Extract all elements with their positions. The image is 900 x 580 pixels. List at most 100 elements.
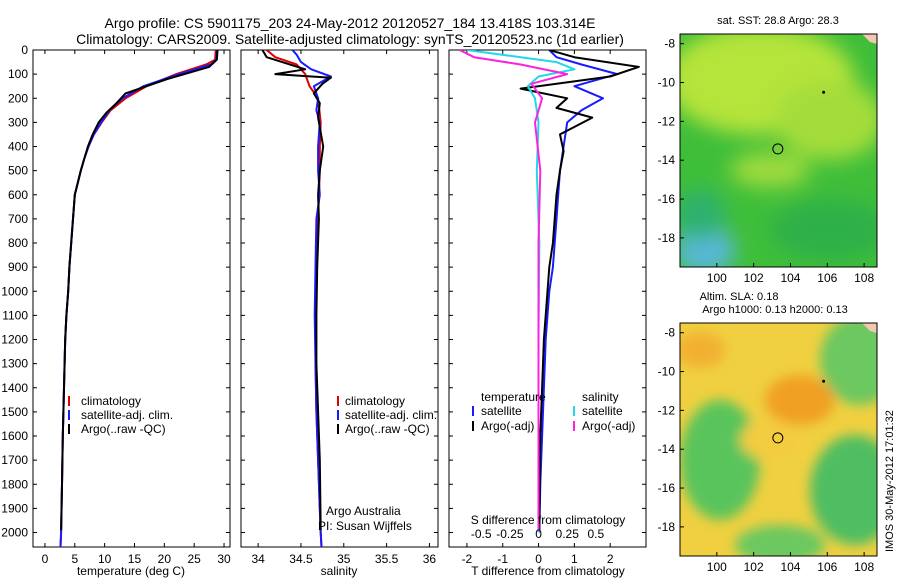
lon-tick-label: 106 (817, 271, 837, 285)
difference-legend: temperature salinity satellite Argo(-adj… (472, 390, 635, 433)
sal-legend-label-argo: Argo(..raw -QC) (345, 422, 430, 436)
temperature-legend: climatology satellite-adj. clim. Argo(..… (68, 394, 173, 436)
sst-cool-blob-west (680, 190, 725, 240)
credit-line1: Argo Australia (326, 504, 401, 518)
series-line-s-argo-adj (459, 50, 569, 531)
depth-tick-label: 1200 (1, 333, 28, 347)
x-tick-label: 15 (128, 552, 142, 566)
sla-blobs (680, 323, 877, 556)
x-tick-label: 35.5 (375, 552, 399, 566)
series-line-satellite-adj-clim (291, 50, 332, 547)
sla-map-frame (679, 322, 878, 557)
x-tick-label: 1 (571, 552, 578, 566)
salinity-profile-lines (261, 50, 332, 547)
sla-green-blob-southeast (810, 435, 877, 545)
temperature-axes-frame (32, 49, 231, 548)
sst-cool-blob-southeast (770, 200, 877, 260)
sla-orange-blob (765, 375, 835, 425)
salinity-legend: climatology satellite-adj. clim. Argo(..… (337, 394, 437, 436)
x-tick-label: 5 (71, 552, 78, 566)
lon-tick-label: 108 (854, 271, 874, 285)
s-diff-tick-label: -0.25 (496, 527, 524, 541)
salinity-difference-ticks: -0.5 -0.25 0 0.25 0.5 (471, 527, 605, 541)
sst-previous-position-marker (822, 90, 826, 94)
salinity-axes-frame (240, 49, 439, 548)
x-tick-label: 10 (98, 552, 112, 566)
depth-tick-label: 1900 (1, 501, 28, 515)
x-tick-label: 34.5 (289, 552, 313, 566)
diff-legend-label-s-satellite: satellite (582, 404, 623, 418)
sla-map: Altim. SLA: 0.18 Argo h1000: 0.13 h2000:… (658, 291, 878, 574)
sst-map-frame (679, 33, 878, 268)
depth-tick-label: 1500 (1, 405, 28, 419)
legend-temperature-heading: temperature (481, 390, 546, 404)
difference-panel: -2 -1 0 1 2 T difference from climatology S … (448, 49, 647, 578)
lat-tick-label: -16 (658, 192, 676, 206)
depth-tick-label: 200 (8, 91, 28, 105)
depth-tick-label: 1300 (1, 357, 28, 371)
lat-tick-label: -12 (658, 403, 676, 417)
sla-yellow-blob-central (740, 420, 800, 460)
sla-green-blob-northeast (820, 323, 877, 405)
depth-tick-label: 0 (21, 43, 28, 57)
legend-label-argo: Argo(..raw -QC) (81, 422, 166, 436)
imos-timestamp: IMOS 30-May-2012 17:01:32 (884, 410, 896, 552)
difference-axis-ticks: -2 -1 0 1 2 (462, 50, 614, 566)
s-diff-tick-label: -0.5 (471, 527, 492, 541)
lon-tick-label: 104 (780, 560, 800, 574)
sla-land (862, 323, 877, 333)
sst-blobs (680, 34, 877, 267)
depth-tick-label: 600 (8, 188, 28, 202)
lon-tick-label: 108 (854, 560, 874, 574)
sst-warm-blob-central (730, 152, 810, 188)
x-tick-label: 30 (217, 552, 231, 566)
depth-tick-label: 500 (8, 164, 28, 178)
sla-green-blob-west (680, 400, 760, 520)
lon-tick-label: 104 (780, 271, 800, 285)
s-diff-tick-label: 0.5 (588, 527, 605, 541)
x-tick-label: -1 (497, 552, 508, 566)
sla-map-title-line2: Argo h1000: 0.13 h2000: 0.13 (702, 304, 848, 316)
lon-tick-label: 102 (744, 271, 764, 285)
legend-label-climatology: climatology (81, 394, 141, 408)
salinity-depth-ticks (241, 49, 438, 534)
salinity-difference-axis-label: S difference from climatology (471, 513, 626, 527)
depth-tick-label: 900 (8, 260, 28, 274)
diff-legend-label-s-argo: Argo(-adj) (582, 419, 635, 433)
temperature-profile-lines (59, 50, 219, 547)
lat-tick-label: -10 (658, 365, 676, 379)
temperature-axis-label: temperature (deg C) (77, 564, 185, 578)
sal-legend-label-satellite: satellite-adj. clim. (345, 408, 437, 422)
x-tick-label: 25 (188, 552, 202, 566)
difference-axis-label: T difference from climatology (471, 564, 625, 578)
salinity-axis-ticks: 34 34.5 35 35.5 36 (251, 50, 436, 566)
lat-tick-label: -10 (658, 76, 676, 90)
lat-tick-label: -18 (658, 520, 676, 534)
sst-profile-marker (772, 143, 784, 155)
lon-tick-label: 100 (707, 560, 727, 574)
depth-tick-label: 700 (8, 212, 28, 226)
depth-tick-label: 1600 (1, 429, 28, 443)
sla-map-ticks: 100 102 104 106 108 -8 -10 -12 -14 -16 -18 (658, 326, 875, 574)
lat-tick-label: -14 (658, 442, 676, 456)
sst-land (862, 34, 877, 44)
sal-legend-label-climatology: climatology (345, 394, 405, 408)
sla-profile-marker (772, 432, 784, 444)
lon-tick-label: 106 (817, 560, 837, 574)
lat-tick-label: -8 (664, 326, 675, 340)
depth-tick-label: 300 (8, 115, 28, 129)
figure-title-line2: Climatology: CARS2009. Satellite-adjuste… (76, 31, 624, 47)
depth-tick-label: 100 (8, 67, 28, 81)
depth-tick-label: 1100 (2, 308, 28, 322)
lon-tick-label: 102 (744, 560, 764, 574)
depth-tick-label: 1400 (1, 381, 28, 395)
x-tick-label: 36 (423, 552, 437, 566)
series-line-argo-raw-qc (60, 50, 219, 531)
salinity-panel: 34 34.5 35 35.5 36 salinity climatology sate… (240, 49, 439, 578)
x-tick-label: 0 (535, 552, 542, 566)
lat-tick-label: -16 (658, 481, 676, 495)
lat-tick-label: -18 (658, 231, 676, 245)
depth-tick-label: 1800 (1, 477, 28, 491)
lon-tick-label: 100 (707, 271, 727, 285)
figure-title-line1: Argo profile: CS 5901175_203 24-May-2012… (105, 15, 596, 31)
